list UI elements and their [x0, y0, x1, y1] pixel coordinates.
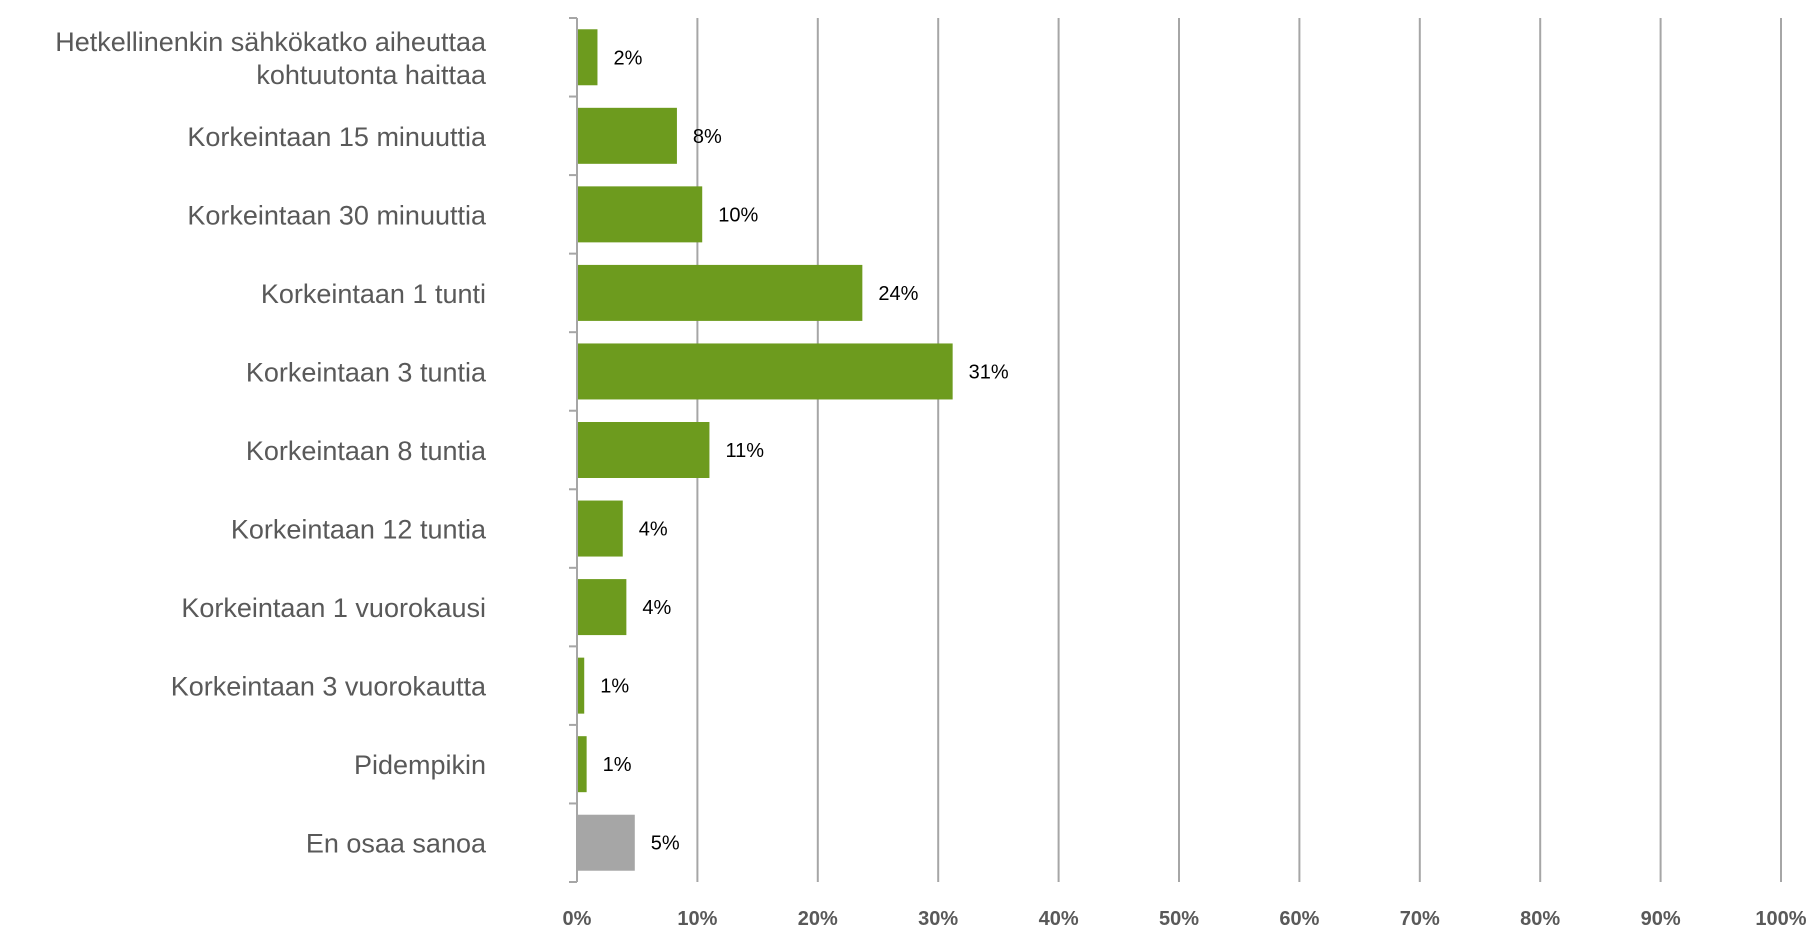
bar — [577, 736, 587, 793]
bar — [577, 186, 703, 243]
data-label: 4% — [642, 597, 671, 619]
x-tick-label: 30% — [918, 908, 958, 930]
data-label: 2% — [613, 47, 642, 69]
x-tick-label: 20% — [798, 908, 838, 930]
x-tick-label: 80% — [1520, 908, 1560, 930]
data-label: 31% — [969, 361, 1009, 383]
x-tick-label: 10% — [677, 908, 717, 930]
gridlines — [569, 17, 1782, 883]
bar — [577, 814, 635, 871]
category-label: Korkeintaan 30 minuuttia — [187, 200, 487, 230]
x-tick-label: 90% — [1641, 908, 1681, 930]
x-tick-label: 50% — [1159, 908, 1199, 930]
bars — [577, 29, 953, 871]
category-label: kohtuutonta haittaa — [256, 60, 487, 90]
bar — [577, 657, 585, 714]
category-label: Hetkellinenkin sähkökatko aiheuttaa — [55, 27, 487, 57]
data-label: 4% — [639, 519, 668, 541]
x-tick-label: 40% — [1039, 908, 1079, 930]
value-labels: 2% 8% 10% 24% 31% 11% 4% 4% 1% 1% 5% — [600, 47, 1009, 854]
data-label: 11% — [725, 440, 764, 462]
x-tick-label: 60% — [1279, 908, 1319, 930]
bar — [577, 343, 953, 400]
category-label: Korkeintaan 12 tuntia — [231, 515, 487, 545]
data-label: 8% — [693, 126, 722, 148]
bar — [577, 422, 710, 478]
category-label: Korkeintaan 3 tuntia — [246, 357, 487, 387]
bar — [577, 264, 863, 321]
bar — [577, 107, 677, 164]
bar — [577, 500, 623, 557]
category-label: Korkeintaan 3 vuorokautta — [171, 672, 487, 702]
x-tick-label: 0% — [563, 908, 592, 930]
x-axis-ticks: 0% 10% 20% 30% 40% 50% 60% 70% 80% 90% 100% — [563, 908, 1807, 930]
data-label: 1% — [600, 676, 629, 698]
data-label: 24% — [878, 283, 918, 305]
category-label: Korkeintaan 8 tuntia — [246, 436, 487, 466]
category-label: Korkeintaan 15 minuuttia — [187, 122, 487, 152]
bar — [577, 579, 627, 636]
category-label: En osaa sanoa — [306, 829, 487, 859]
category-label: Korkeintaan 1 tunti — [261, 279, 486, 309]
bar — [577, 29, 598, 86]
data-label: 5% — [651, 833, 680, 855]
data-label: 10% — [718, 204, 758, 226]
x-tick-label: 100% — [1755, 908, 1806, 930]
category-label: Korkeintaan 1 vuorokausi — [181, 593, 486, 623]
category-labels: Hetkellinenkin sähkökatko aiheuttaakohtu… — [55, 27, 487, 859]
data-label: 1% — [603, 754, 632, 776]
x-tick-label: 70% — [1400, 908, 1440, 930]
category-label: Pidempikin — [354, 750, 486, 780]
